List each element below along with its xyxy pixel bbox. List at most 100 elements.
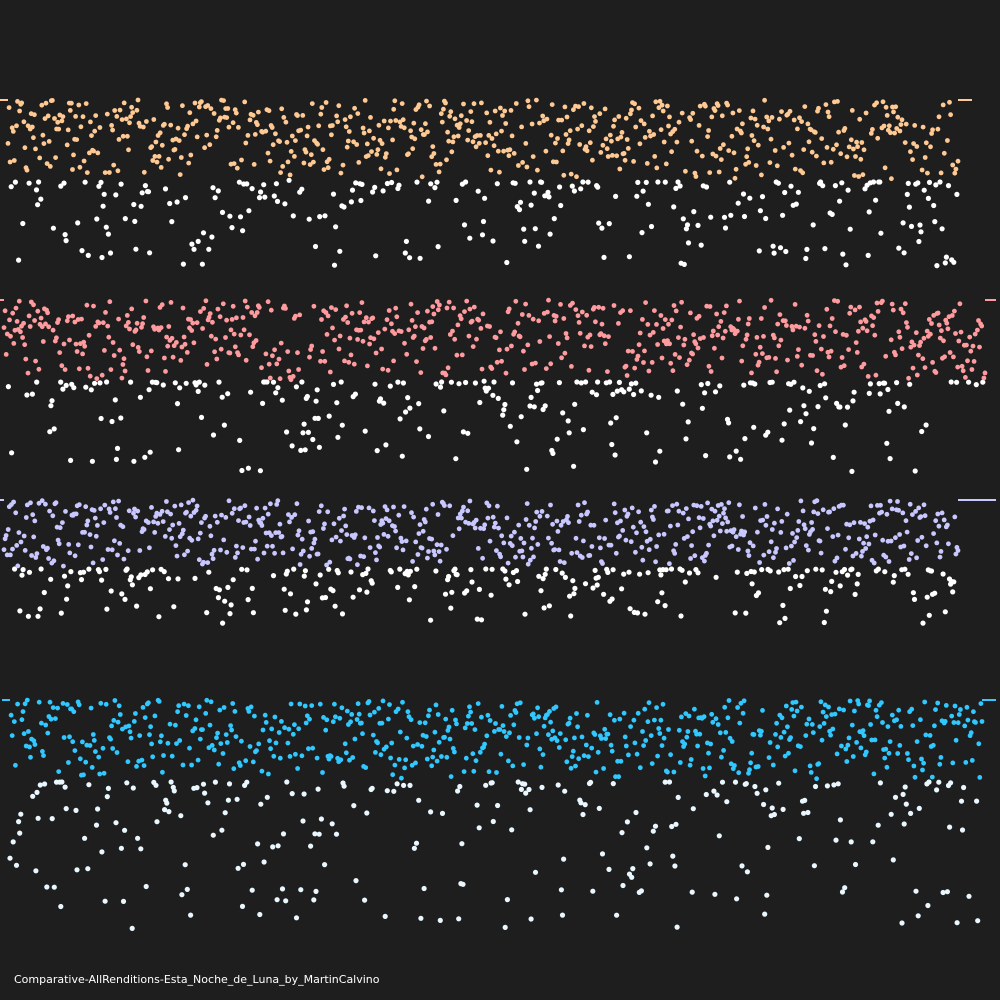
data-point	[473, 758, 479, 764]
data-point	[311, 303, 317, 309]
data-point	[80, 114, 86, 120]
data-point	[594, 582, 600, 588]
data-point	[266, 771, 271, 777]
data-point	[617, 716, 623, 722]
data-point	[854, 350, 860, 355]
data-point	[236, 518, 241, 523]
data-point	[310, 436, 316, 443]
data-point	[404, 735, 410, 741]
data-point	[397, 416, 403, 422]
data-point	[486, 133, 492, 138]
data-point	[480, 218, 487, 225]
data-point	[755, 764, 761, 769]
data-point	[228, 723, 234, 728]
data-point	[485, 515, 491, 521]
data-point	[356, 160, 362, 165]
data-point	[799, 362, 805, 368]
data-point	[887, 739, 893, 744]
data-point	[585, 712, 590, 718]
data-point	[28, 500, 33, 506]
data-point	[955, 548, 961, 553]
data-point	[36, 366, 42, 372]
data-point	[429, 319, 435, 325]
data-point	[733, 448, 739, 454]
data-point	[413, 760, 418, 766]
data-point	[465, 508, 471, 514]
data-point	[596, 304, 602, 310]
data-point	[293, 751, 298, 757]
data-point	[866, 209, 872, 215]
data-point	[182, 862, 188, 868]
data-point	[701, 714, 707, 720]
data-point	[579, 555, 585, 560]
data-point	[475, 701, 481, 706]
data-point	[727, 179, 733, 185]
data-point	[732, 175, 738, 181]
data-point	[638, 388, 644, 394]
data-point	[174, 741, 179, 746]
data-point	[86, 566, 92, 572]
data-point	[120, 898, 127, 905]
data-point	[231, 331, 237, 337]
data-point	[906, 557, 912, 562]
data-point	[873, 707, 879, 713]
data-point	[607, 132, 613, 138]
data-point	[45, 310, 50, 316]
data-point	[248, 389, 254, 395]
data-point	[92, 128, 98, 134]
data-point	[803, 411, 809, 417]
data-point	[376, 122, 382, 128]
data-point	[47, 429, 53, 435]
data-point	[965, 358, 970, 364]
data-point	[90, 732, 96, 737]
data-point	[672, 352, 678, 357]
data-point	[561, 316, 567, 321]
data-point	[950, 162, 956, 168]
data-point	[593, 769, 599, 775]
data-point	[572, 401, 578, 407]
data-point	[124, 313, 130, 318]
data-point	[808, 440, 815, 446]
data-point	[905, 571, 911, 577]
data-point	[39, 720, 44, 726]
data-point	[843, 746, 849, 752]
data-point	[686, 570, 693, 576]
data-point	[108, 588, 114, 594]
data-point	[207, 722, 213, 728]
data-point	[595, 184, 601, 190]
data-point	[392, 762, 398, 768]
data-point	[488, 592, 494, 598]
data-point	[939, 226, 945, 232]
data-point	[381, 400, 387, 406]
data-point	[156, 699, 162, 704]
data-point	[920, 124, 926, 130]
data-point	[724, 799, 730, 805]
data-point	[313, 398, 319, 404]
data-point	[191, 246, 197, 252]
data-point	[397, 729, 403, 735]
data-point	[878, 230, 884, 236]
data-point	[304, 599, 311, 605]
data-point	[432, 345, 438, 351]
data-point	[581, 538, 586, 544]
data-point	[407, 568, 413, 574]
data-point	[301, 421, 307, 427]
data-point	[293, 384, 299, 390]
data-point	[733, 166, 739, 172]
data-point	[802, 104, 808, 109]
data-point	[648, 733, 654, 738]
data-point	[435, 244, 441, 250]
data-point	[502, 108, 508, 114]
data-point	[815, 404, 821, 410]
data-point	[644, 845, 650, 851]
data-point	[135, 508, 141, 514]
data-point	[898, 122, 904, 127]
data-point	[911, 763, 917, 769]
data-point	[593, 119, 598, 124]
data-point	[280, 550, 286, 556]
data-point	[112, 397, 118, 403]
data-point	[39, 102, 45, 108]
data-point	[817, 724, 823, 729]
data-point	[233, 110, 239, 116]
data-point	[637, 571, 643, 577]
